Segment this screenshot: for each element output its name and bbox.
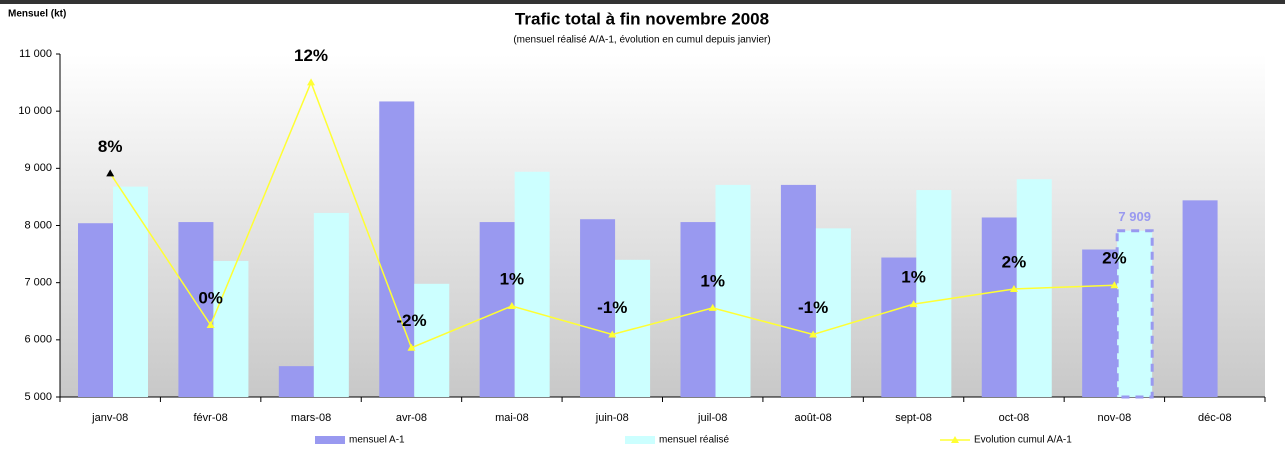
bar bbox=[881, 257, 917, 397]
line-marker bbox=[407, 343, 416, 351]
line-marker bbox=[106, 169, 115, 177]
legend-swatch bbox=[315, 436, 345, 444]
x-tick-label: avr-08 bbox=[396, 412, 427, 424]
legend-label: mensuel A-1 bbox=[349, 435, 405, 446]
bar bbox=[1115, 229, 1154, 399]
y-tick-label: 7 000 bbox=[24, 277, 52, 289]
line-marker bbox=[708, 303, 717, 311]
bar bbox=[78, 223, 113, 397]
x-tick-label: févr-08 bbox=[194, 412, 228, 424]
bar bbox=[780, 184, 816, 397]
line-marker bbox=[909, 300, 918, 308]
x-tick-label: juil-08 bbox=[697, 412, 727, 424]
bar bbox=[715, 184, 751, 397]
legend-marker bbox=[951, 436, 959, 443]
bar bbox=[1082, 249, 1118, 397]
data-label: -1% bbox=[798, 298, 828, 317]
data-label: 2% bbox=[1002, 252, 1027, 271]
line-marker bbox=[206, 320, 215, 328]
bar bbox=[178, 222, 214, 397]
bar bbox=[379, 101, 415, 397]
line-marker bbox=[507, 302, 516, 310]
x-tick-label: oct-08 bbox=[999, 412, 1030, 424]
bar bbox=[278, 366, 314, 397]
y-axis-label: Mensuel (kt) bbox=[8, 9, 66, 20]
data-label: 1% bbox=[700, 271, 725, 290]
x-tick-label: mai-08 bbox=[495, 412, 529, 424]
y-tick-label: 5 000 bbox=[24, 391, 52, 403]
bar bbox=[1182, 200, 1218, 397]
data-label: 1% bbox=[901, 268, 926, 287]
legend-label: Evolution cumul A/A-1 bbox=[974, 435, 1072, 446]
x-tick-label: déc-08 bbox=[1198, 412, 1232, 424]
line-marker bbox=[1009, 284, 1018, 292]
plot-background bbox=[60, 54, 1265, 397]
x-tick-label: juin-08 bbox=[595, 412, 629, 424]
line-marker bbox=[809, 330, 818, 338]
y-tick-label: 11 000 bbox=[19, 48, 52, 60]
data-label: -2% bbox=[396, 311, 426, 330]
data-label: 8% bbox=[98, 137, 123, 156]
x-tick-label: mars-08 bbox=[291, 412, 331, 424]
legend-swatch bbox=[625, 436, 655, 444]
data-label: -1% bbox=[597, 298, 627, 317]
bar bbox=[514, 171, 550, 397]
x-tick-label: sept-08 bbox=[895, 412, 932, 424]
chart-subtitle: (mensuel réalisé A/A-1, évolution en cum… bbox=[513, 35, 770, 46]
x-tick-label: nov-08 bbox=[1098, 412, 1132, 424]
y-tick-label: 6 000 bbox=[24, 334, 52, 346]
data-label: 1% bbox=[500, 270, 525, 289]
x-tick-label: janv-08 bbox=[91, 412, 128, 424]
data-label: 0% bbox=[198, 288, 223, 307]
line-marker bbox=[608, 330, 617, 338]
bar bbox=[313, 212, 349, 397]
line-marker bbox=[1110, 281, 1119, 289]
chart-title: Trafic total à fin novembre 2008 bbox=[515, 9, 769, 28]
top-border bbox=[0, 0, 1285, 4]
legend-label: mensuel réalisé bbox=[659, 435, 729, 446]
data-label: 7 909 bbox=[1118, 209, 1151, 224]
x-tick-label: août-08 bbox=[794, 412, 831, 424]
bar bbox=[213, 260, 249, 397]
y-tick-label: 10 000 bbox=[18, 105, 52, 117]
bar bbox=[916, 190, 952, 397]
data-label: 12% bbox=[294, 46, 328, 65]
bar bbox=[815, 228, 851, 397]
line-marker bbox=[307, 78, 316, 86]
bar bbox=[414, 283, 450, 397]
data-label: 2% bbox=[1102, 249, 1127, 268]
y-tick-label: 9 000 bbox=[24, 162, 52, 174]
bar bbox=[479, 222, 515, 397]
y-tick-label: 8 000 bbox=[24, 219, 52, 231]
bar bbox=[580, 219, 616, 397]
bar bbox=[981, 217, 1017, 397]
bar bbox=[113, 186, 148, 397]
